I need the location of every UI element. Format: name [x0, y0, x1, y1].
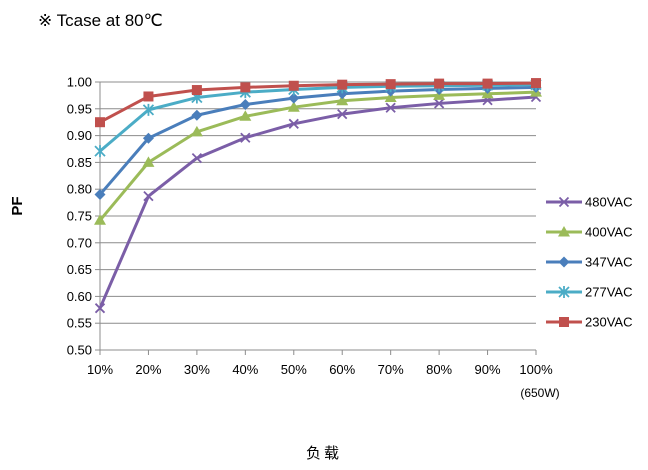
data-point-400VAC-30%: [190, 125, 203, 137]
data-point-400VAC-20%: [142, 156, 155, 167]
x-tick-labels: 10% 20% 30% 40% 50% 60% 70% 80% 90% 100%: [87, 362, 553, 377]
y-tick-label-7: 0.85: [67, 155, 92, 170]
x-tick-label-9: 100%: [519, 362, 553, 377]
data-point-400VAC-50%: [287, 101, 300, 112]
legend-label: 347VAC: [585, 255, 632, 270]
legend-label: 480VAC: [585, 195, 632, 210]
data-point-480VAC-20%: [143, 191, 154, 202]
series-230VAC: [95, 78, 541, 128]
y-tick-label-5: 0.75: [67, 209, 92, 224]
x-tick-label-1: 20%: [135, 362, 161, 377]
series-line-347VAC: [98, 85, 537, 196]
x-tick-label-0: 10%: [87, 362, 113, 377]
y-tick-label-3: 0.65: [67, 262, 92, 277]
y-tick-label-10: 1.00: [67, 75, 92, 90]
series-line-230VAC: [99, 81, 537, 124]
legend-label: 230VAC: [585, 315, 632, 330]
chart-title: ※ Tcase at 80℃: [38, 11, 163, 30]
series-line-277VAC: [99, 83, 537, 153]
legend-item-347VAC: 347VAC: [546, 255, 632, 270]
data-point-230VAC-90%: [482, 78, 493, 89]
data-point-230VAC-30%: [191, 85, 202, 96]
x-axis-label: 负载: [306, 444, 342, 462]
legend-item-230VAC: 230VAC: [546, 315, 632, 330]
x-tick-label-5: 60%: [329, 362, 355, 377]
legend-label: 400VAC: [585, 225, 632, 240]
x-tick-label-8: 90%: [475, 362, 501, 377]
x-tick-label-3: 40%: [232, 362, 258, 377]
data-point-480VAC-10%: [94, 303, 106, 314]
y-tick-label-8: 0.90: [67, 128, 92, 143]
data-point-347VAC-40%: [239, 99, 251, 111]
axes: [99, 82, 537, 355]
data-point-230VAC-80%: [434, 78, 445, 89]
series-347VAC: [94, 81, 542, 201]
series-line-400VAC: [98, 90, 537, 222]
series-group: [94, 78, 542, 314]
y-tick-label-6: 0.80: [67, 182, 92, 197]
x-tick-label-4: 50%: [281, 362, 307, 377]
data-point-230VAC-40%: [240, 82, 251, 93]
data-point-230VAC-60%: [337, 79, 348, 90]
data-point-347VAC-10%: [94, 189, 106, 201]
data-point-480VAC-30%: [191, 152, 203, 164]
x-tick-label-6: 70%: [378, 362, 404, 377]
legend-swatch-marker: [558, 196, 570, 208]
legend-swatch-marker: [558, 286, 570, 298]
data-point-230VAC-100%: [531, 78, 541, 89]
legend-label: 277VAC: [585, 285, 632, 300]
data-point-230VAC-20%: [143, 91, 154, 102]
legend-item-400VAC: 400VAC: [546, 225, 632, 240]
y-tick-label-4: 0.70: [67, 235, 92, 250]
x-tick-label-7: 80%: [426, 362, 452, 377]
data-point-480VAC-50%: [288, 118, 299, 129]
data-point-400VAC-70%: [384, 91, 397, 103]
data-point-347VAC-20%: [142, 132, 154, 144]
data-point-480VAC-80%: [433, 98, 445, 109]
data-point-480VAC-60%: [337, 109, 348, 120]
data-point-347VAC-50%: [288, 92, 300, 104]
y-tick-labels: 0.50 0.55 0.60 0.65 0.70 0.75 0.80 0.85 0.90 0.95…: [67, 75, 92, 358]
y-axis-label: PF: [9, 196, 26, 215]
x-axis-note: (650W): [520, 386, 559, 400]
data-point-480VAC-70%: [385, 102, 396, 113]
legend: 480VAC 400VAC 347VAC 277VAC 230VAC: [546, 195, 632, 330]
y-tick-label-9: 0.95: [67, 101, 92, 116]
grid: [95, 81, 536, 351]
series-line-480VAC: [98, 95, 537, 309]
legend-item-480VAC: 480VAC: [546, 195, 632, 210]
data-point-347VAC-30%: [191, 109, 203, 121]
data-point-400VAC-10%: [94, 214, 106, 225]
data-point-277VAC-20%: [142, 103, 155, 116]
y-tick-label-1: 0.55: [67, 316, 92, 331]
legend-swatch-marker: [558, 226, 570, 237]
data-point-230VAC-50%: [288, 80, 299, 91]
legend-swatch-marker: [559, 317, 569, 327]
y-tick-label-2: 0.60: [67, 289, 92, 304]
data-point-277VAC-10%: [94, 145, 106, 158]
data-point-230VAC-70%: [385, 79, 396, 90]
data-point-480VAC-40%: [240, 132, 251, 143]
x-tick-label-2: 30%: [184, 362, 210, 377]
y-tick-label-0: 0.50: [67, 343, 92, 358]
data-point-400VAC-40%: [239, 110, 252, 121]
legend-item-277VAC: 277VAC: [546, 285, 632, 300]
data-point-230VAC-10%: [95, 117, 105, 128]
legend-swatch-marker: [558, 256, 570, 268]
series-480VAC: [94, 91, 542, 314]
data-point-400VAC-60%: [336, 94, 349, 106]
